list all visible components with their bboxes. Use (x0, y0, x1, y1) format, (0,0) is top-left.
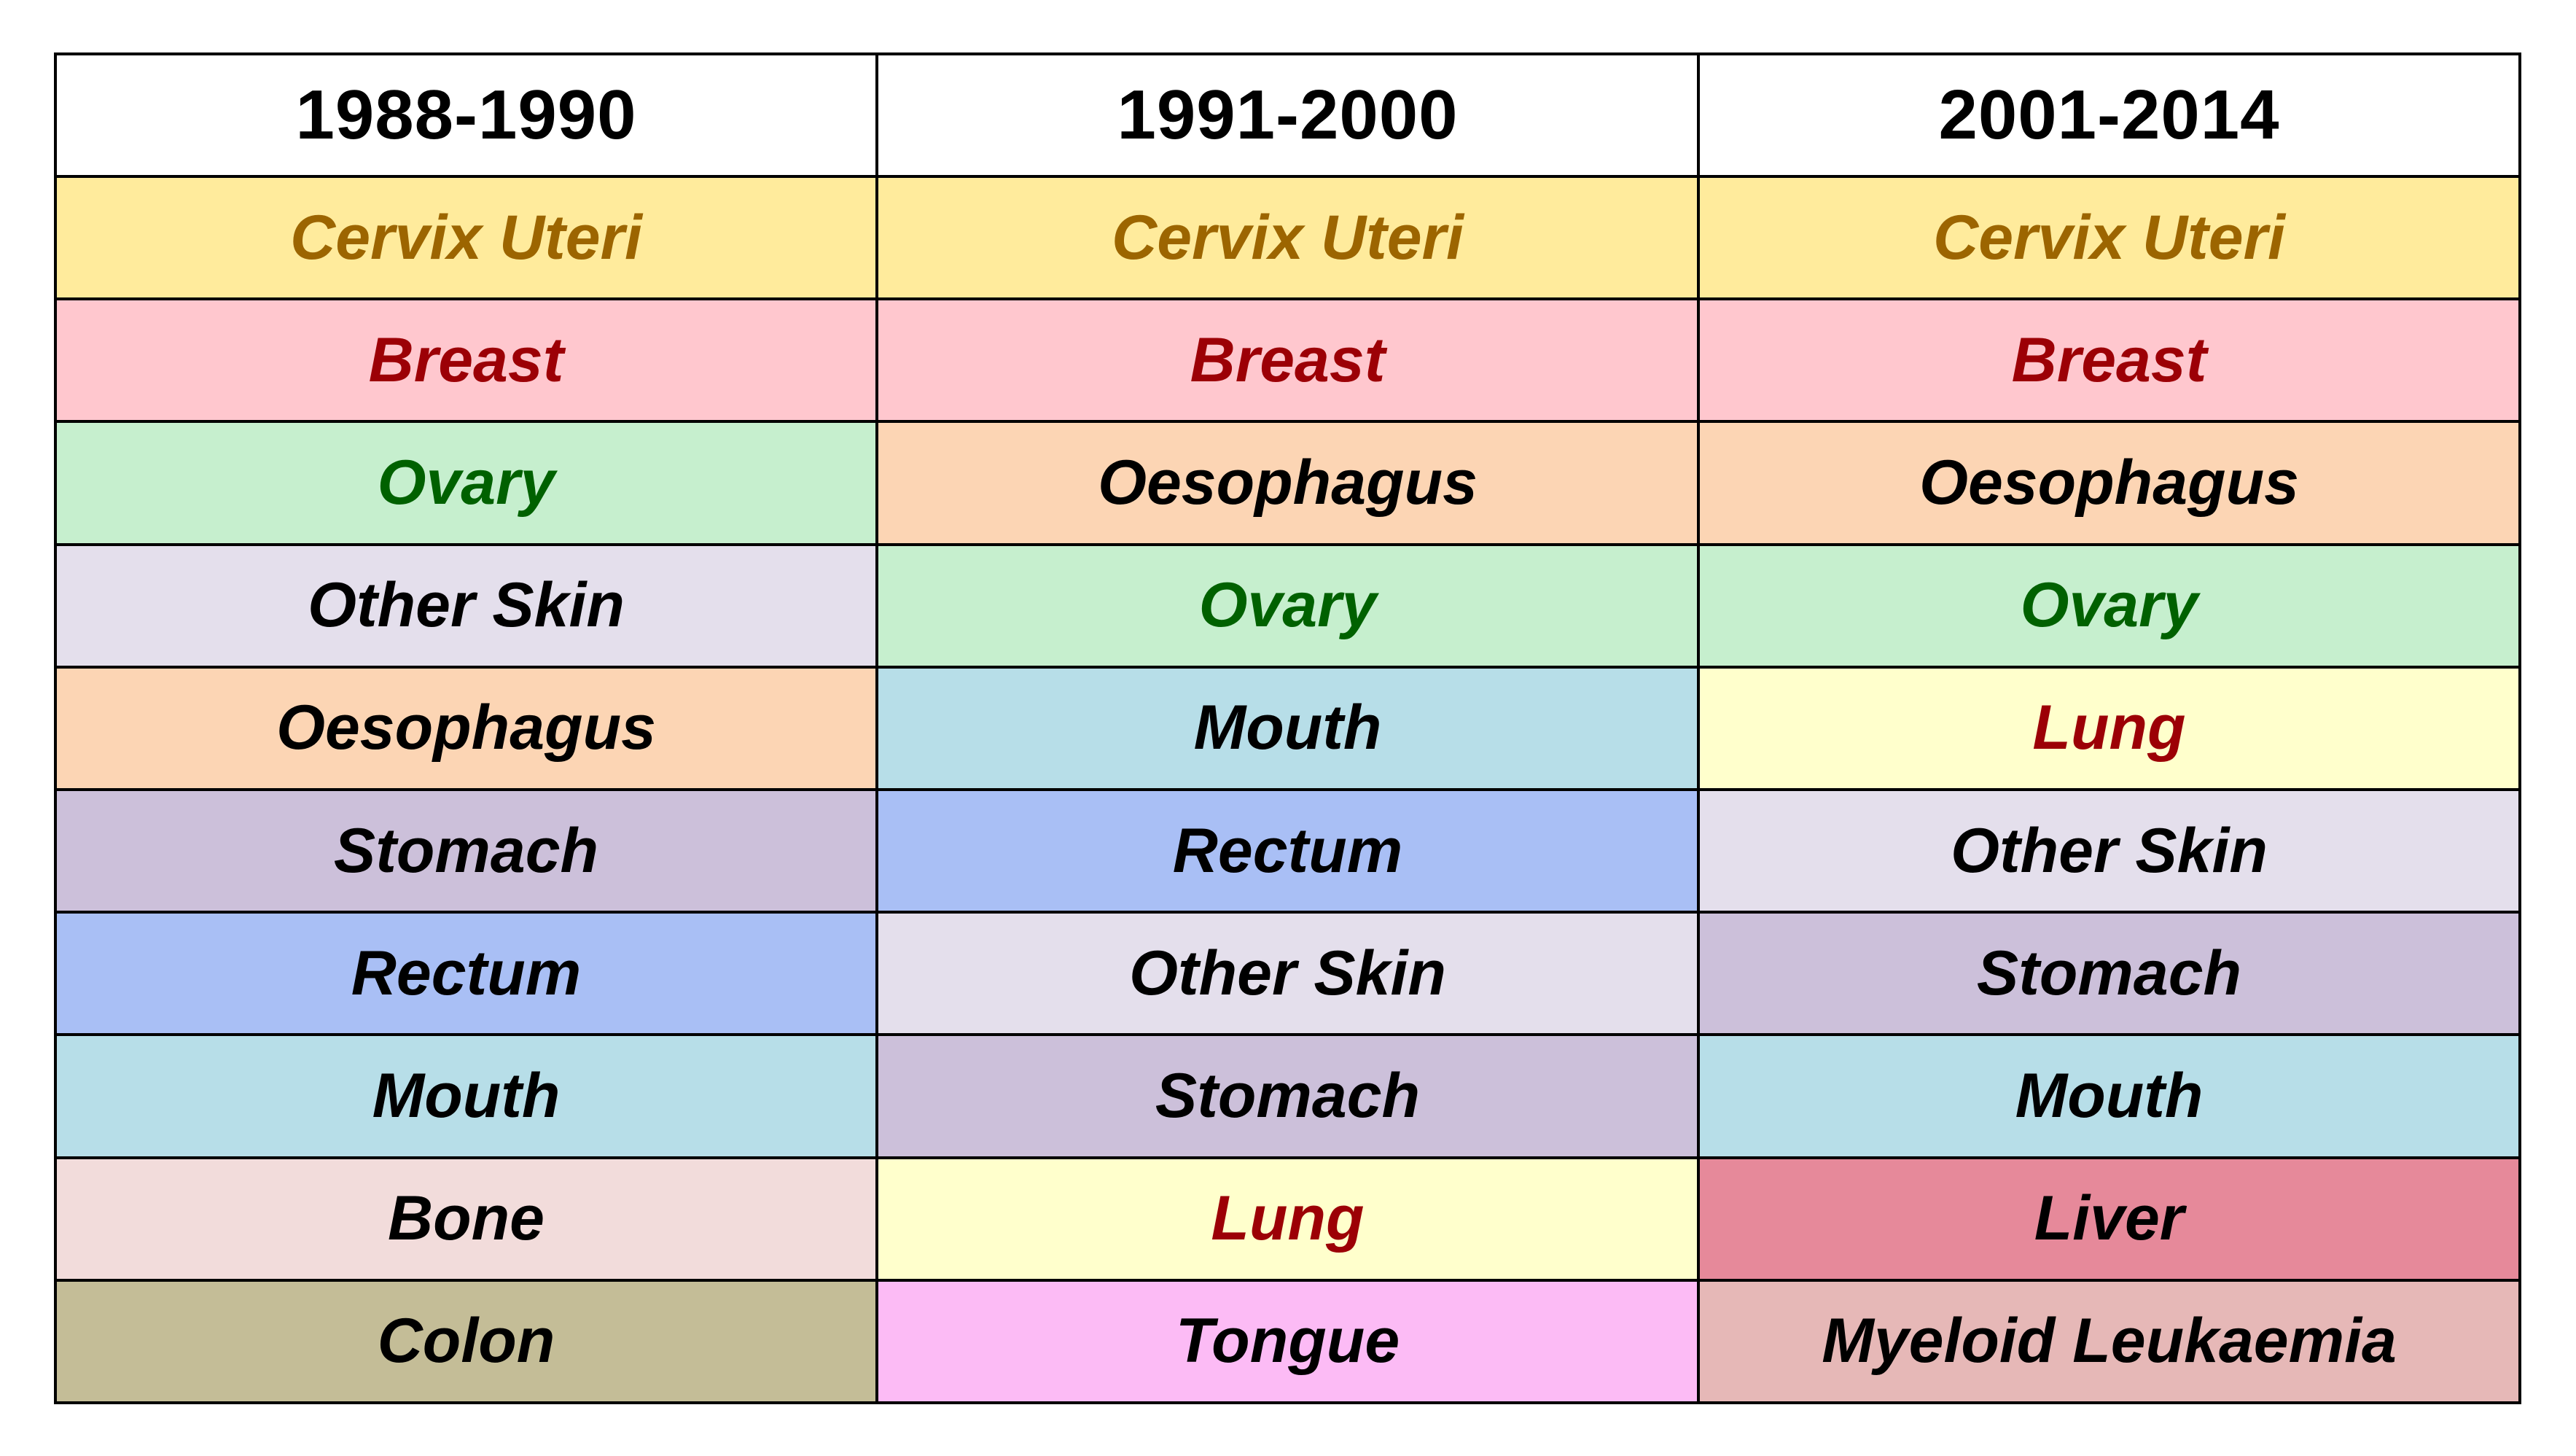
column-header-1988-1990: 1988-1990 (54, 52, 878, 178)
table-row: Stomach Rectum Other Skin (54, 787, 2521, 914)
table-row: Cervix Uteri Cervix Uteri Cervix Uteri (54, 174, 2521, 301)
table-cell: Rectum (54, 911, 878, 1037)
cancer-ranking-table: 1988-1990 1991-2000 2001-2014 Cervix Ute… (54, 52, 2521, 1405)
table-cell: Other Skin (1697, 787, 2521, 914)
table-cell: Breast (54, 297, 878, 424)
table-cell: Tongue (875, 1278, 1700, 1405)
table-cell: Lung (1697, 665, 2521, 791)
table-cell: Mouth (54, 1033, 878, 1159)
table-cell: Stomach (1697, 911, 2521, 1037)
header-row: 1988-1990 1991-2000 2001-2014 (54, 52, 2521, 178)
table-row: Bone Lung Liver (54, 1156, 2521, 1282)
table-cell: Liver (1697, 1156, 2521, 1282)
table-row: Oesophagus Mouth Lung (54, 665, 2521, 791)
table-cell: Colon (54, 1278, 878, 1405)
table-cell: Other Skin (54, 542, 878, 669)
table-cell: Rectum (875, 787, 1700, 914)
table-header: 1988-1990 1991-2000 2001-2014 (54, 52, 2521, 178)
table-cell: Breast (1697, 297, 2521, 424)
table-cell: Cervix Uteri (875, 174, 1700, 301)
table-cell: Stomach (54, 787, 878, 914)
table-row: Colon Tongue Myeloid Leukaemia (54, 1278, 2521, 1405)
table-cell: Other Skin (875, 911, 1700, 1037)
table-body: Cervix Uteri Cervix Uteri Cervix Uteri B… (54, 174, 2521, 1405)
table-cell: Mouth (875, 665, 1700, 791)
table-cell: Mouth (1697, 1033, 2521, 1159)
table-cell: Oesophagus (875, 420, 1700, 546)
table-cell: Stomach (875, 1033, 1700, 1159)
table-cell: Oesophagus (1697, 420, 2521, 546)
table-row: Rectum Other Skin Stomach (54, 911, 2521, 1037)
table-cell: Ovary (875, 542, 1700, 669)
table-row: Mouth Stomach Mouth (54, 1033, 2521, 1159)
table-cell: Myeloid Leukaemia (1697, 1278, 2521, 1405)
table-cell: Cervix Uteri (54, 174, 878, 301)
table-cell: Ovary (1697, 542, 2521, 669)
table-cell: Oesophagus (54, 665, 878, 791)
table-cell: Lung (875, 1156, 1700, 1282)
table-cell: Ovary (54, 420, 878, 546)
cancer-ranking-table-container: 1988-1990 1991-2000 2001-2014 Cervix Ute… (54, 52, 2521, 1405)
table-cell: Cervix Uteri (1697, 174, 2521, 301)
table-row: Breast Breast Breast (54, 297, 2521, 424)
column-header-1991-2000: 1991-2000 (875, 52, 1700, 178)
table-row: Other Skin Ovary Ovary (54, 542, 2521, 669)
table-cell: Bone (54, 1156, 878, 1282)
column-header-2001-2014: 2001-2014 (1697, 52, 2521, 178)
table-row: Ovary Oesophagus Oesophagus (54, 420, 2521, 546)
table-cell: Breast (875, 297, 1700, 424)
